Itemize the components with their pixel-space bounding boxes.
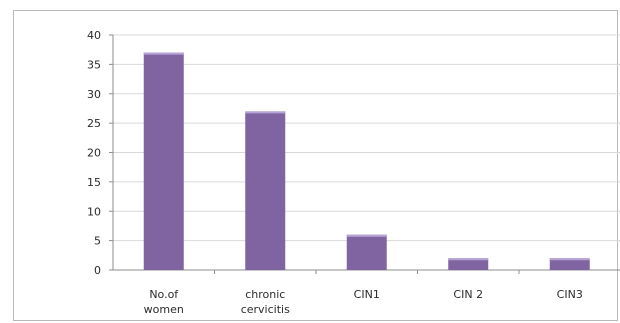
bar <box>448 258 489 270</box>
bar-highlight <box>346 234 387 237</box>
chart-frame <box>13 10 618 321</box>
y-tick-label: 5 <box>94 235 101 248</box>
x-tick-label: CIN1 <box>354 288 380 301</box>
bar <box>346 234 387 270</box>
bar-highlight <box>245 111 286 114</box>
x-tick-label: CIN3 <box>557 288 583 301</box>
x-tick-label: chronic cervicitis <box>241 288 290 316</box>
x-tick-label: CIN 2 <box>453 288 483 301</box>
bar <box>549 258 590 270</box>
y-tick-label: 40 <box>87 29 101 42</box>
bar <box>245 111 286 270</box>
bar-highlight <box>143 52 184 55</box>
bar-highlight <box>549 258 590 261</box>
labels: 0 5 10 15 20 25 30 35 40 No.of women chronic cervici… <box>87 29 583 316</box>
y-tick-label: 35 <box>87 58 101 71</box>
y-tick-label: 20 <box>87 147 101 160</box>
x-tick-label: No.of women <box>144 288 184 316</box>
y-tick-label: 15 <box>87 176 101 189</box>
bar-highlight <box>448 258 489 261</box>
bars <box>143 52 590 270</box>
y-tick-label: 10 <box>87 205 101 218</box>
y-tick-label: 0 <box>94 264 101 277</box>
y-tick-label: 25 <box>87 117 101 130</box>
bar <box>143 52 184 270</box>
y-tick-label: 30 <box>87 88 101 101</box>
